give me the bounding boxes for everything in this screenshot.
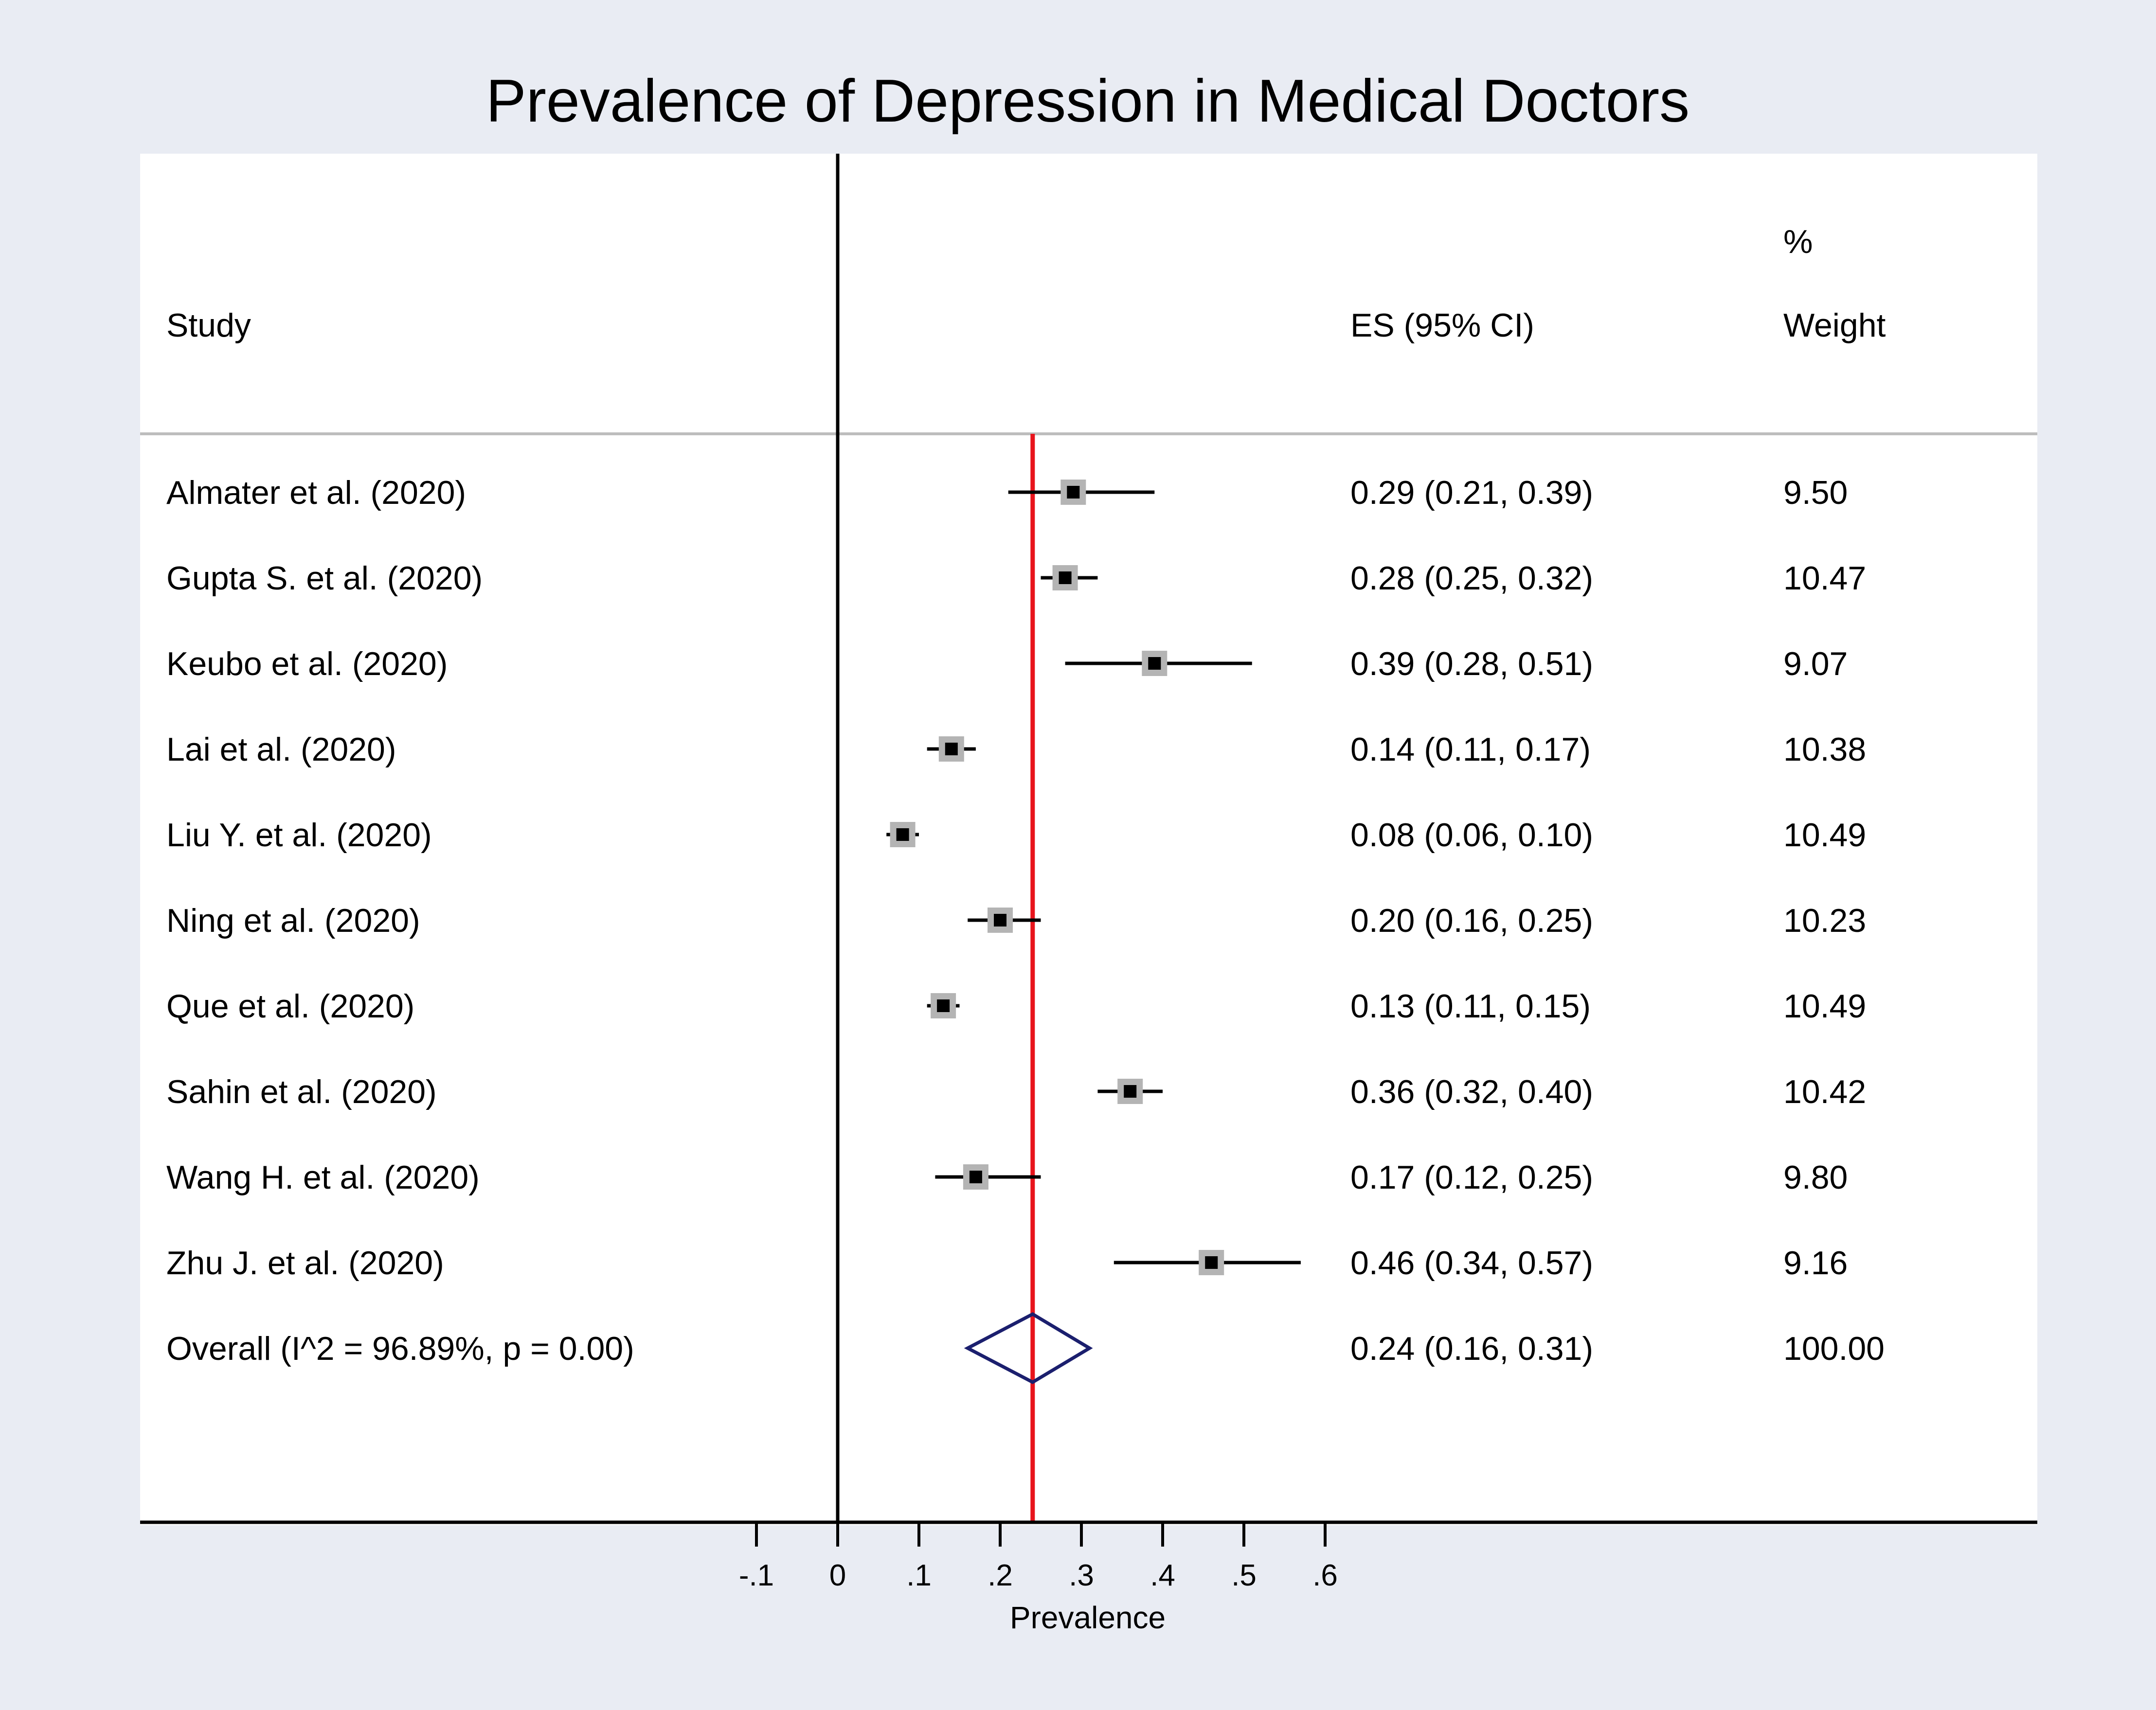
- study-row: Gupta S. et al. (2020) 0.28 (0.25, 0.32) 1…: [166, 560, 1866, 597]
- study-weight-text: 10.49: [1783, 817, 1866, 854]
- study-row: Almater et al. (2020) 0.29 (0.21, 0.39) 9.…: [166, 474, 1848, 511]
- study-es-text: 0.20 (0.16, 0.25): [1350, 902, 1593, 939]
- study-point-marker: [1148, 657, 1161, 670]
- study-row: Wang H. et al. (2020) 0.17 (0.12, 0.25) 9.…: [166, 1159, 1848, 1196]
- study-es-text: 0.17 (0.12, 0.25): [1350, 1159, 1593, 1196]
- study-weight-text: 10.47: [1783, 560, 1866, 597]
- study-row: Lai et al. (2020) 0.14 (0.11, 0.17) 10.38: [166, 731, 1866, 768]
- study-point-marker: [1124, 1085, 1137, 1098]
- study-weight-text: 9.50: [1783, 474, 1848, 511]
- study-label: Gupta S. et al. (2020): [166, 560, 483, 597]
- study-label: Que et al. (2020): [166, 988, 414, 1025]
- study-row: Ning et al. (2020) 0.20 (0.16, 0.25) 10.23: [166, 902, 1866, 939]
- study-row: Keubo et al. (2020) 0.39 (0.28, 0.51) 9.07: [166, 645, 1848, 682]
- study-label: Wang H. et al. (2020): [166, 1159, 480, 1196]
- overall-label: Overall (I^2 = 96.89%, p = 0.00): [166, 1330, 634, 1367]
- study-weight-text: 10.49: [1783, 988, 1866, 1025]
- x-axis-ticks: -.1 0 .1 .2 .3 .4 .5 .6: [739, 1522, 1338, 1592]
- study-row: Que et al. (2020) 0.13 (0.11, 0.15) 10.49: [166, 988, 1866, 1025]
- x-tick-label: .3: [1069, 1559, 1094, 1592]
- study-es-text: 0.08 (0.06, 0.10): [1350, 817, 1593, 854]
- overall-weight-text: 100.00: [1783, 1330, 1885, 1367]
- overall-es-text: 0.24 (0.16, 0.31): [1350, 1330, 1593, 1367]
- overall-diamond: [964, 1312, 1093, 1385]
- plot-region: [140, 154, 2037, 1525]
- x-tick-label: .2: [988, 1559, 1013, 1592]
- study-point-marker: [969, 1171, 982, 1183]
- study-es-text: 0.29 (0.21, 0.39): [1350, 474, 1593, 511]
- x-tick-label: .4: [1150, 1559, 1175, 1592]
- study-label: Ning et al. (2020): [166, 902, 420, 939]
- study-es-text: 0.14 (0.11, 0.17): [1350, 731, 1591, 768]
- study-row: Zhu J. et al. (2020) 0.46 (0.34, 0.57) 9.1…: [166, 1245, 1848, 1282]
- x-tick-label: 0: [829, 1559, 846, 1592]
- study-weight-text: 10.42: [1783, 1073, 1866, 1110]
- study-label: Lai et al. (2020): [166, 731, 396, 768]
- chart-title: Prevalence of Depression in Medical Doct…: [486, 68, 1689, 135]
- study-point-marker: [1067, 486, 1080, 499]
- x-tick-label: .5: [1231, 1559, 1257, 1592]
- x-tick-label: .1: [906, 1559, 932, 1592]
- overall-row: Overall (I^2 = 96.89%, p = 0.00) 0.24 (0…: [166, 1312, 1885, 1385]
- study-es-text: 0.46 (0.34, 0.57): [1350, 1245, 1593, 1282]
- study-es-text: 0.13 (0.11, 0.15): [1350, 988, 1591, 1025]
- study-row: Sahin et al. (2020) 0.36 (0.32, 0.40) 10.4…: [166, 1073, 1866, 1110]
- study-label: Liu Y. et al. (2020): [166, 817, 432, 854]
- study-point-marker: [1205, 1256, 1218, 1269]
- study-label: Almater et al. (2020): [166, 474, 466, 511]
- study-row: Liu Y. et al. (2020) 0.08 (0.06, 0.10) 10.…: [166, 817, 1866, 854]
- study-point-marker: [1059, 571, 1072, 584]
- study-rows: Almater et al. (2020) 0.29 (0.21, 0.39) 9.…: [166, 474, 1866, 1282]
- study-es-text: 0.28 (0.25, 0.32): [1350, 560, 1593, 597]
- study-weight-text: 10.23: [1783, 902, 1866, 939]
- column-header-weight: Weight: [1783, 307, 1886, 344]
- study-point-marker: [945, 743, 958, 755]
- study-label: Sahin et al. (2020): [166, 1073, 437, 1110]
- study-label: Keubo et al. (2020): [166, 645, 448, 682]
- study-point-marker: [896, 828, 909, 841]
- study-weight-text: 9.16: [1783, 1245, 1848, 1282]
- column-header-study: Study: [166, 307, 251, 344]
- column-header-weight-percent: %: [1783, 223, 1813, 260]
- study-weight-text: 9.07: [1783, 645, 1848, 682]
- x-axis-label: Prevalence: [1010, 1600, 1166, 1635]
- column-header-es: ES (95% CI): [1350, 307, 1534, 344]
- study-weight-text: 10.38: [1783, 731, 1866, 768]
- study-point-marker: [937, 999, 950, 1012]
- study-es-text: 0.39 (0.28, 0.51): [1350, 645, 1593, 682]
- x-tick-label: .6: [1312, 1559, 1338, 1592]
- study-es-text: 0.36 (0.32, 0.40): [1350, 1073, 1593, 1110]
- x-tick-label: -.1: [739, 1559, 774, 1592]
- study-point-marker: [994, 914, 1006, 926]
- study-weight-text: 9.80: [1783, 1159, 1848, 1196]
- study-label: Zhu J. et al. (2020): [166, 1245, 444, 1282]
